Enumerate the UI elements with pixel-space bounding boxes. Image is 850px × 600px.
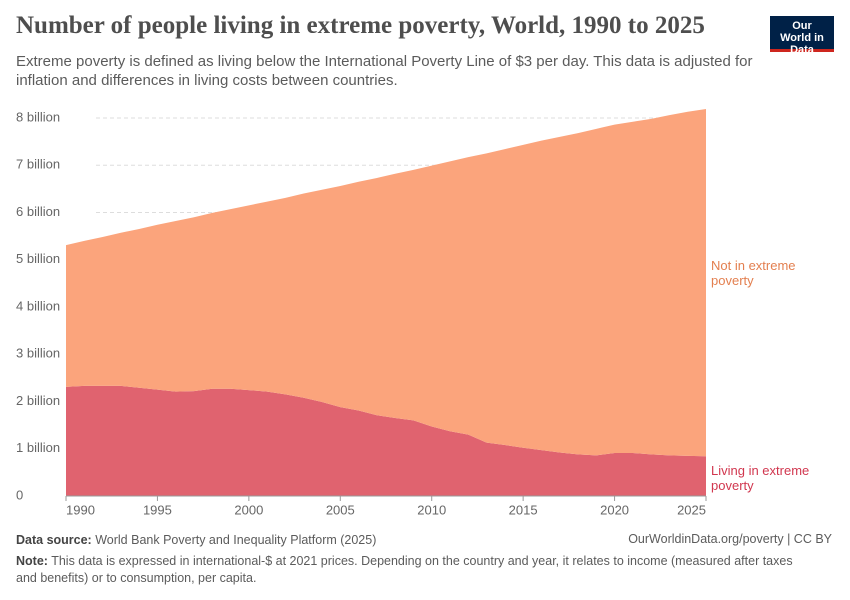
y-tick-label: 7 billion [16,157,60,172]
area [66,385,706,496]
x-tick-label: 1995 [143,502,172,517]
y-tick-label: 8 billion [16,109,60,124]
x-tick-label: 2005 [326,502,355,517]
series-label: Living in extreme poverty [711,463,810,493]
x-tick-label: 2000 [234,502,263,517]
y-tick-label: 3 billion [16,346,60,361]
y-tick-label: 5 billion [16,251,60,266]
x-tick-label: 2015 [509,502,538,517]
y-tick-label: 2 billion [16,393,60,408]
y-tick-label: 1 billion [16,440,60,455]
source-label: Data source: [16,533,92,547]
source: Data source: World Bank Poverty and Ineq… [16,532,376,549]
logo[interactable]: Our World in Data [770,16,834,56]
series-label: Not in extreme poverty [711,257,796,288]
x-tick-label: 1990 [66,502,95,517]
x-tick-label: 2010 [417,502,446,517]
chart-subtitle: Extreme poverty is defined as living bel… [16,53,753,89]
source-text: World Bank Poverty and Inequality Platfo… [95,533,377,547]
note-label: Note: [16,554,48,568]
y-tick-label: 0 [16,487,23,502]
x-tick-label: 2025 [677,502,706,517]
chart-title: Number of people living in extreme pover… [16,12,705,39]
y-tick-label: 4 billion [16,298,60,313]
note-text: This data is expressed in international-… [16,554,793,585]
logo-text[interactable]: Our World in Data [780,20,824,56]
url[interactable]: OurWorldinData.org/poverty | CC BY [628,532,832,546]
area [66,108,706,457]
x-tick-label: 2020 [600,502,629,517]
note: Note: This data is expressed in internat… [16,553,816,587]
y-tick-label: 6 billion [16,204,60,219]
